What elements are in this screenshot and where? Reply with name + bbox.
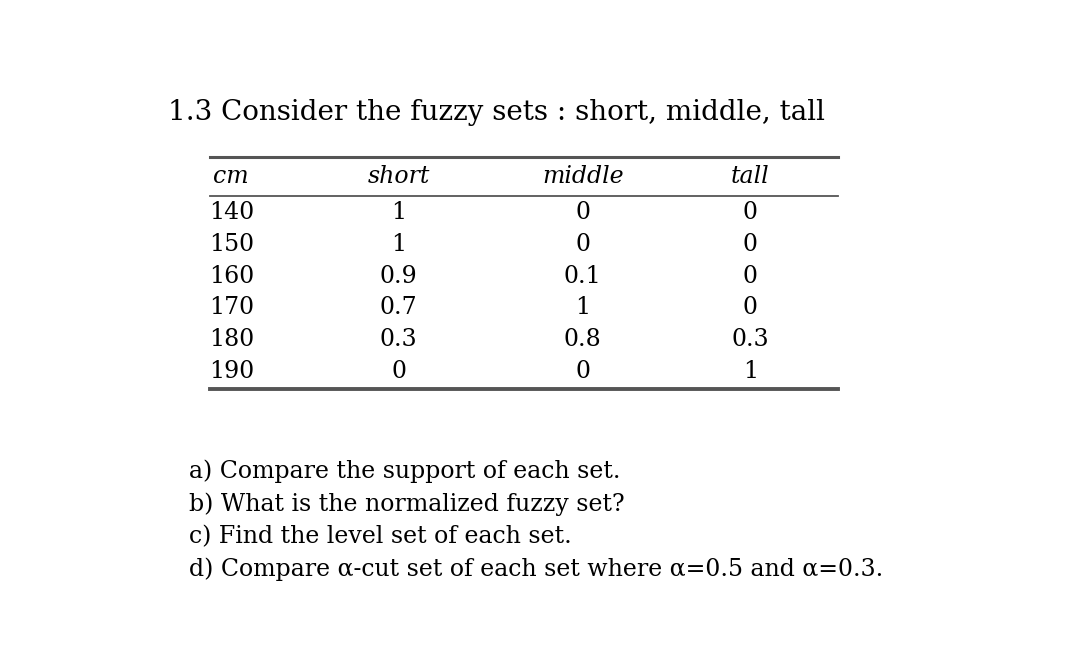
Text: 0: 0	[743, 265, 758, 288]
Text: 0: 0	[743, 233, 758, 256]
Text: middle: middle	[542, 166, 623, 189]
Text: 1.3 Consider the fuzzy sets : short, middle, tall: 1.3 Consider the fuzzy sets : short, mid…	[168, 99, 825, 126]
Text: 190: 190	[208, 360, 254, 383]
Text: 0: 0	[743, 297, 758, 320]
Text: cm: cm	[214, 166, 249, 189]
Text: 0: 0	[743, 201, 758, 224]
Text: 1: 1	[576, 297, 591, 320]
Text: tall: tall	[731, 166, 770, 189]
Text: 1: 1	[391, 201, 406, 224]
Text: 180: 180	[208, 328, 254, 351]
Text: 0: 0	[391, 360, 406, 383]
Text: 0.7: 0.7	[380, 297, 418, 320]
Text: c) Find the level set of each set.: c) Find the level set of each set.	[189, 525, 572, 548]
Text: 0: 0	[576, 360, 591, 383]
Text: 0: 0	[576, 233, 591, 256]
Text: 0.9: 0.9	[380, 265, 418, 288]
Text: 0.8: 0.8	[564, 328, 602, 351]
Text: short: short	[367, 166, 430, 189]
Text: 170: 170	[208, 297, 254, 320]
Text: 150: 150	[208, 233, 254, 256]
Text: a) Compare the support of each set.: a) Compare the support of each set.	[189, 459, 621, 483]
Text: 0.1: 0.1	[564, 265, 602, 288]
Text: 1: 1	[743, 360, 758, 383]
Text: 0.3: 0.3	[380, 328, 418, 351]
Text: d) Compare α-cut set of each set where α=0.5 and α=0.3.: d) Compare α-cut set of each set where α…	[189, 558, 883, 581]
Text: 0: 0	[576, 201, 591, 224]
Text: 140: 140	[208, 201, 254, 224]
Text: 0.3: 0.3	[731, 328, 769, 351]
Text: 160: 160	[208, 265, 254, 288]
Text: b) What is the normalized fuzzy set?: b) What is the normalized fuzzy set?	[189, 492, 625, 515]
Text: 1: 1	[391, 233, 406, 256]
